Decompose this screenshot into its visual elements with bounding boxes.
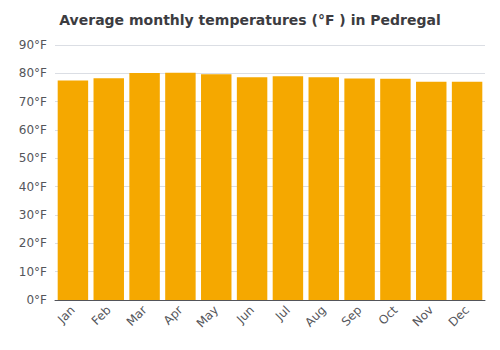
svg-text:70°F: 70°F <box>19 95 47 109</box>
svg-text:Sep: Sep <box>339 303 365 329</box>
svg-text:10°F: 10°F <box>19 265 47 279</box>
svg-text:Feb: Feb <box>89 303 114 328</box>
svg-text:Jan: Jan <box>54 303 78 327</box>
svg-text:0°F: 0°F <box>26 293 47 307</box>
svg-text:Apr: Apr <box>161 303 186 328</box>
svg-text:80°F: 80°F <box>19 66 47 80</box>
svg-text:Average monthly temperatures (: Average monthly temperatures (°F ) in Pe… <box>59 12 440 28</box>
svg-text:Jun: Jun <box>233 303 257 327</box>
svg-text:20°F: 20°F <box>19 236 47 250</box>
svg-text:May: May <box>194 303 221 330</box>
svg-text:Aug: Aug <box>302 303 328 329</box>
svg-text:Dec: Dec <box>446 303 472 329</box>
svg-text:Nov: Nov <box>410 303 436 329</box>
svg-text:Oct: Oct <box>376 303 401 328</box>
svg-text:90°F: 90°F <box>19 38 47 52</box>
svg-text:50°F: 50°F <box>19 151 47 165</box>
svg-text:Mar: Mar <box>124 303 150 329</box>
svg-text:60°F: 60°F <box>19 123 47 137</box>
svg-text:30°F: 30°F <box>19 208 47 222</box>
svg-text:Jul: Jul <box>272 303 293 324</box>
svg-text:40°F: 40°F <box>19 180 47 194</box>
